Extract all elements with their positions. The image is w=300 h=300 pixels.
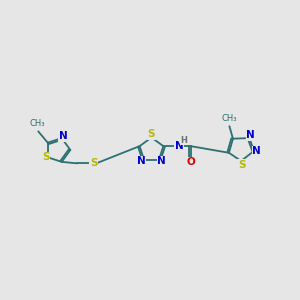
Text: CH₃: CH₃ xyxy=(222,114,237,123)
Text: S: S xyxy=(90,158,97,168)
Text: N: N xyxy=(252,146,261,156)
Text: O: O xyxy=(186,158,195,167)
Text: S: S xyxy=(238,160,245,170)
Text: N: N xyxy=(246,130,255,140)
Text: N: N xyxy=(158,156,166,166)
Text: CH₃: CH₃ xyxy=(29,119,44,128)
Text: H: H xyxy=(180,136,187,145)
Text: N: N xyxy=(59,131,68,141)
Text: N: N xyxy=(175,140,184,151)
Text: S: S xyxy=(42,152,50,162)
Text: N: N xyxy=(137,156,146,166)
Text: S: S xyxy=(148,129,155,139)
